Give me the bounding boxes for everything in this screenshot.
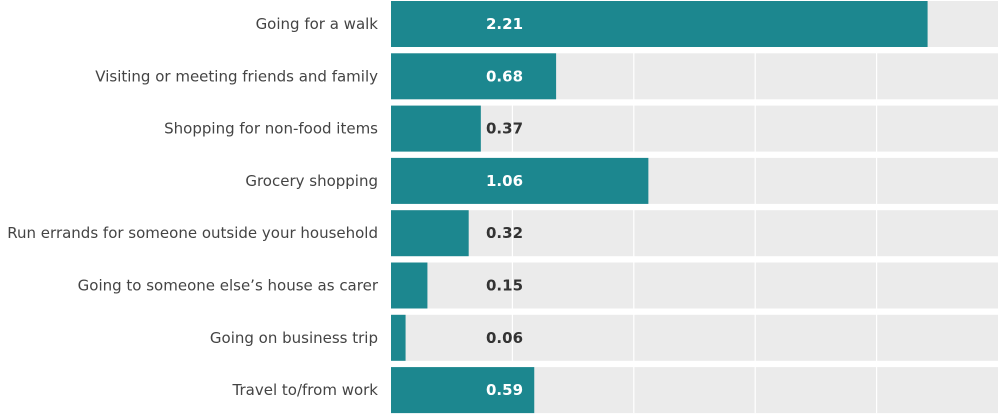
category-label: Going to someone else’s house as carer [78,277,379,295]
row-background-band [391,210,998,257]
bar [391,262,428,309]
value-label: 2.21 [486,15,523,33]
bar [391,53,557,100]
category-label: Visiting or meeting friends and family [95,67,378,85]
value-label: 0.68 [486,67,523,85]
bar [391,367,535,414]
category-label: Going for a walk [256,15,379,33]
value-label: 0.06 [486,329,523,347]
bar [391,210,469,257]
row-background-band [391,262,998,309]
row-background-band [391,105,998,152]
value-label: 0.32 [486,224,523,242]
category-label: Grocery shopping [245,172,378,190]
value-label: 0.15 [486,277,523,295]
bar [391,157,649,204]
category-label: Travel to/from work [232,381,379,399]
category-label: Run errands for someone outside your hou… [7,224,378,242]
bar [391,105,481,152]
value-label: 0.59 [486,381,523,399]
category-label: Going on business trip [210,329,378,347]
value-label: 0.37 [486,120,523,138]
row-background-band [391,314,998,361]
bar [391,1,928,47]
value-label: 1.06 [486,172,523,190]
category-label: Shopping for non-food items [164,120,378,138]
bar [391,314,406,361]
